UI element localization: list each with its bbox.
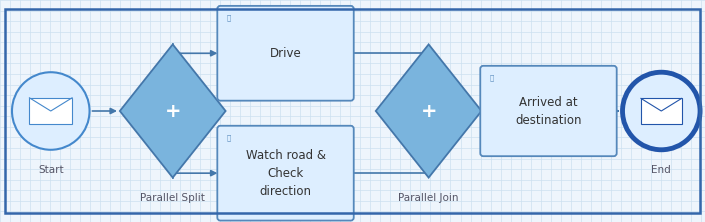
Text: ⛹: ⛹ [489, 75, 494, 81]
Bar [30, 98, 72, 124]
Text: +: + [420, 101, 437, 121]
Text: Arrived at
destination: Arrived at destination [515, 95, 582, 127]
FancyBboxPatch shape [217, 126, 354, 221]
Text: Parallel Join: Parallel Join [398, 193, 459, 203]
Circle shape [623, 72, 700, 150]
Text: ⛹: ⛹ [226, 135, 231, 141]
FancyBboxPatch shape [217, 6, 354, 101]
Polygon shape [376, 44, 482, 178]
Text: Parallel Split: Parallel Split [140, 193, 205, 203]
Text: Watch road &
Check
direction: Watch road & Check direction [245, 149, 326, 198]
Text: ⛹: ⛹ [226, 15, 231, 22]
Text: Drive: Drive [269, 47, 302, 60]
Text: Start: Start [38, 165, 63, 175]
Bar [641, 98, 682, 124]
Circle shape [12, 72, 90, 150]
Polygon shape [120, 44, 226, 178]
FancyBboxPatch shape [480, 66, 617, 156]
Text: +: + [164, 101, 181, 121]
Text: End: End [651, 165, 671, 175]
